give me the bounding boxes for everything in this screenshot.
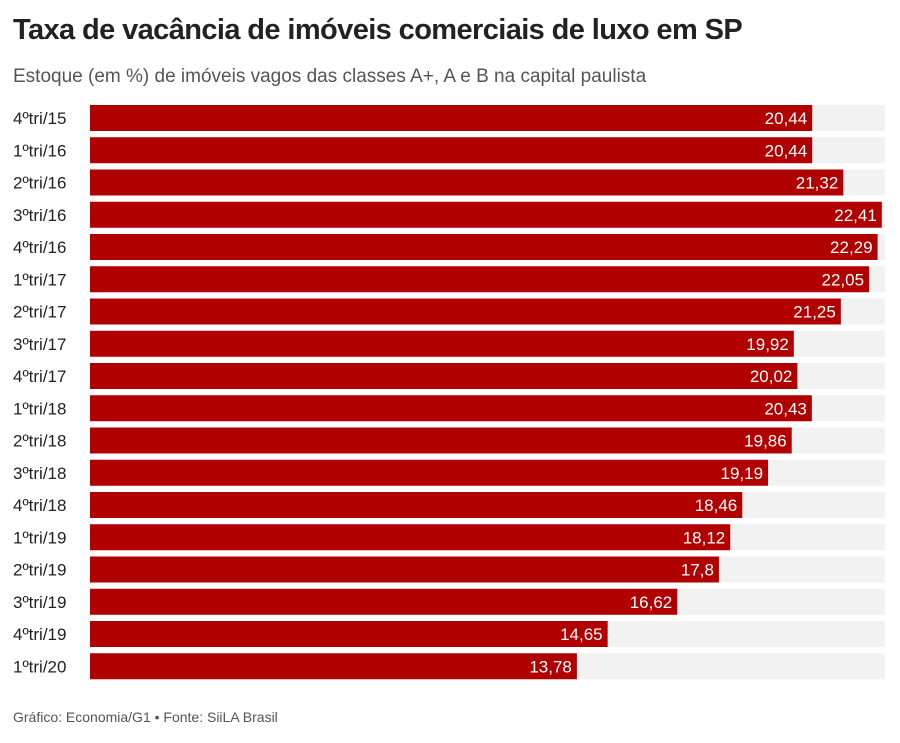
category-label: 4ºtri/16 <box>13 238 66 257</box>
bar <box>90 105 813 131</box>
bar <box>90 234 878 260</box>
bar <box>90 395 812 422</box>
category-label: 1ºtri/19 <box>13 528 66 547</box>
category-label: 4ºtri/18 <box>13 496 66 515</box>
category-label: 4ºtri/15 <box>13 109 66 128</box>
bar <box>90 588 678 615</box>
bar <box>90 298 841 325</box>
value-label: 22,41 <box>834 206 877 225</box>
chart-subtitle: Estoque (em %) de imóveis vagos das clas… <box>13 66 647 87</box>
bar <box>90 169 844 196</box>
bar <box>90 621 608 647</box>
bar <box>90 524 731 551</box>
bar <box>90 492 743 518</box>
value-label: 20,02 <box>750 367 793 386</box>
bar <box>90 266 870 293</box>
value-label: 21,32 <box>796 174 839 193</box>
bar-chart: 4ºtri/15 20,44 1ºtri/16 20,44 2ºtri/16 21,32 3… <box>13 105 885 680</box>
category-label: 3ºtri/17 <box>13 335 66 354</box>
chart-title: Taxa de vacância de imóveis comerciais d… <box>13 14 743 46</box>
category-label: 4ºtri/19 <box>13 625 66 644</box>
category-label: 1ºtri/17 <box>13 270 66 289</box>
bar <box>90 330 794 357</box>
bar <box>90 201 882 228</box>
value-label: 13,78 <box>529 657 572 676</box>
category-label: 3ºtri/18 <box>13 464 66 483</box>
bar <box>90 427 792 454</box>
value-label: 22,29 <box>830 238 873 257</box>
category-label: 2ºtri/18 <box>13 432 66 451</box>
category-label: 3ºtri/19 <box>13 593 66 612</box>
value-label: 14,65 <box>560 625 603 644</box>
bar <box>90 363 798 389</box>
value-label: 21,25 <box>793 303 836 322</box>
category-label: 4ºtri/17 <box>13 367 66 386</box>
value-label: 17,8 <box>681 561 714 580</box>
value-label: 19,92 <box>746 335 789 354</box>
bar <box>90 556 719 583</box>
category-label: 1ºtri/16 <box>13 141 66 160</box>
category-label: 1ºtri/20 <box>13 657 66 676</box>
value-label: 20,44 <box>765 141 808 160</box>
category-label: 3ºtri/16 <box>13 206 66 225</box>
value-label: 19,86 <box>744 432 787 451</box>
value-label: 18,12 <box>683 528 726 547</box>
source-footer: Gráfico: Economia/G1 • Fonte: SiiLA Bras… <box>13 709 278 725</box>
bar <box>90 459 769 486</box>
value-label: 18,46 <box>695 496 738 515</box>
value-label: 19,19 <box>720 464 763 483</box>
value-label: 20,43 <box>764 399 807 418</box>
bar <box>90 653 577 680</box>
category-label: 2ºtri/17 <box>13 303 66 322</box>
value-label: 20,44 <box>765 109 808 128</box>
value-label: 22,05 <box>822 270 865 289</box>
value-label: 16,62 <box>630 593 673 612</box>
category-label: 1ºtri/18 <box>13 399 66 418</box>
category-label: 2ºtri/19 <box>13 561 66 580</box>
category-label: 2ºtri/16 <box>13 174 66 193</box>
bar <box>90 137 813 164</box>
